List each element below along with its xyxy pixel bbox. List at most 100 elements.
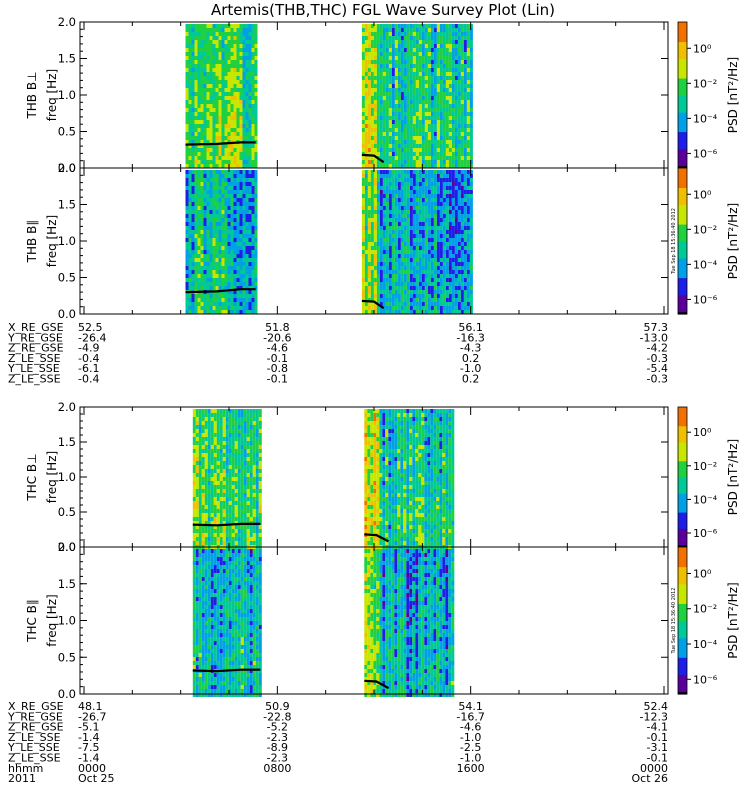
psd-cell <box>195 537 199 541</box>
psd-cell <box>251 96 255 100</box>
psd-cell <box>403 136 407 140</box>
psd-cell <box>242 266 246 270</box>
psd-cell <box>364 306 368 310</box>
psd-cell <box>418 80 422 84</box>
psd-cell <box>236 282 240 286</box>
psd-cell <box>394 72 398 76</box>
psd-cell <box>364 144 368 148</box>
psd-cell <box>192 425 196 429</box>
psd-cell <box>203 294 207 298</box>
psd-cell <box>200 182 204 186</box>
psd-cell <box>222 425 226 429</box>
psd-cell <box>436 144 440 148</box>
psd-cell <box>370 72 374 76</box>
psd-cell <box>463 32 467 36</box>
psd-cell <box>442 56 446 60</box>
psd-cell <box>406 128 410 132</box>
psd-cell <box>185 84 189 88</box>
psd-cell <box>454 278 458 282</box>
psd-cell <box>203 96 207 100</box>
psd-cell <box>388 298 392 302</box>
psd-cell <box>400 250 404 254</box>
psd-cell <box>236 88 240 92</box>
psd-cell <box>373 68 377 72</box>
psd-cell <box>436 250 440 254</box>
psd-cell <box>370 242 374 246</box>
psd-cell <box>418 254 422 258</box>
psd-cell <box>216 477 220 481</box>
psd-cell <box>230 116 234 120</box>
psd-cell <box>364 254 368 258</box>
psd-cell <box>236 210 240 214</box>
psd-cell <box>215 68 219 72</box>
psd-cell <box>367 68 371 72</box>
psd-cell <box>185 148 189 152</box>
psd-cell <box>242 156 246 160</box>
psd-cell <box>394 206 398 210</box>
psd-cell <box>367 56 371 60</box>
psd-cell <box>218 294 222 298</box>
psd-cell <box>424 48 428 52</box>
psd-cell <box>251 294 255 298</box>
psd-cell <box>206 266 210 270</box>
psd-cell <box>370 202 374 206</box>
psd-cell <box>394 298 398 302</box>
psd-cell <box>382 116 386 120</box>
psd-cell <box>397 270 401 274</box>
psd-cell <box>209 258 213 262</box>
psd-cell <box>192 465 196 469</box>
psd-cell <box>445 174 449 178</box>
psd-cell <box>227 32 231 36</box>
psd-cell <box>233 56 237 60</box>
psd-cell <box>391 84 395 88</box>
psd-cell <box>245 186 249 190</box>
psd-cell <box>400 266 404 270</box>
psd-cell <box>188 278 192 282</box>
psd-cell <box>403 24 407 28</box>
psd-cell <box>454 266 458 270</box>
psd-cell <box>469 80 473 84</box>
psd-cell <box>463 164 467 168</box>
psd-cell <box>251 206 255 210</box>
psd-cell <box>230 56 234 60</box>
psd-cell <box>430 28 434 32</box>
psd-cell <box>379 278 383 282</box>
psd-cell <box>200 214 204 218</box>
psd-cell <box>194 222 198 226</box>
psd-cell <box>248 178 252 182</box>
psd-cell <box>209 266 213 270</box>
psd-cell <box>194 190 198 194</box>
psd-cell <box>209 68 213 72</box>
psd-cell <box>433 68 437 72</box>
psd-cell <box>207 521 211 525</box>
psd-cell <box>436 68 440 72</box>
psd-cell <box>421 24 425 28</box>
psd-cell <box>236 234 240 238</box>
psd-cell <box>385 290 389 294</box>
psd-cell <box>204 465 208 469</box>
psd-cell <box>245 116 249 120</box>
psd-cell <box>373 206 377 210</box>
psd-cell <box>403 310 407 314</box>
psd-cell <box>466 234 470 238</box>
psd-cell <box>212 140 216 144</box>
psd-cell <box>376 148 380 152</box>
psd-cell <box>207 481 211 485</box>
psd-cell <box>233 132 237 136</box>
psd-cell <box>448 222 452 226</box>
psd-cell <box>439 298 443 302</box>
psd-cell <box>221 234 225 238</box>
psd-cell <box>469 124 473 128</box>
psd-cell <box>251 144 255 148</box>
psd-cell <box>236 262 240 266</box>
psd-cell <box>245 144 249 148</box>
psd-cell <box>412 242 416 246</box>
psd-cell <box>227 120 231 124</box>
psd-cell <box>200 112 204 116</box>
psd-cell <box>200 234 204 238</box>
psd-cell <box>406 152 410 156</box>
psd-cell <box>382 214 386 218</box>
psd-cell <box>248 120 252 124</box>
psd-cell <box>442 96 446 100</box>
psd-cell <box>394 238 398 242</box>
